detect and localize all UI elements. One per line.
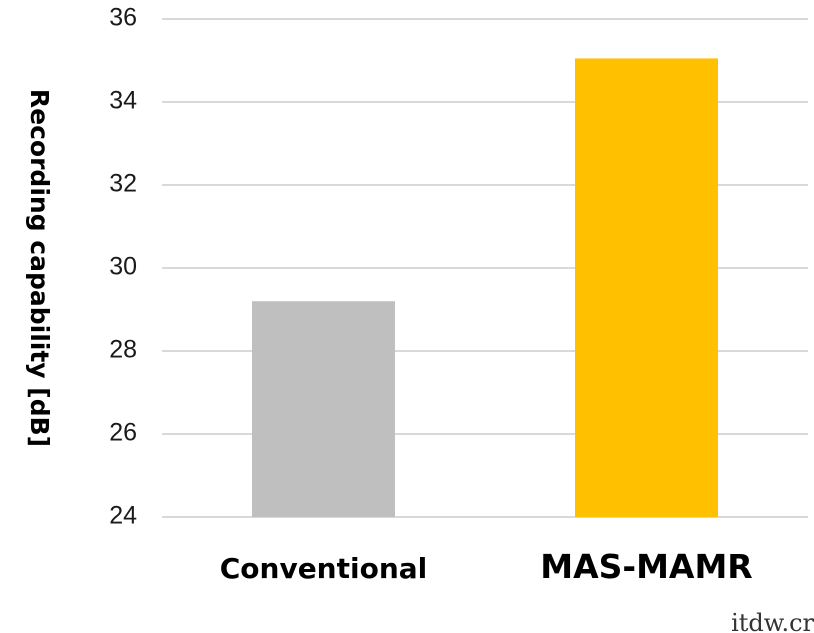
y-tick-label: 36	[109, 4, 137, 32]
x-category-label: Conventional	[220, 552, 428, 585]
y-tick-label: 32	[109, 170, 137, 198]
x-category-labels: Conventional MAS-MAMR	[220, 547, 753, 586]
y-tick-label: 26	[109, 419, 137, 447]
bar-mas-mamr	[575, 58, 718, 518]
bar-conventional	[252, 301, 395, 517]
y-tick-label: 28	[109, 336, 137, 364]
y-tick-labels: 24 26 28 30 32 34 36	[109, 4, 137, 530]
y-axis-title: Recording capability [dB]	[25, 89, 54, 447]
y-tick-label: 34	[109, 87, 137, 115]
y-tick-label: 30	[109, 253, 137, 281]
watermark-text: itdw.cr	[731, 609, 814, 633]
x-category-label: MAS-MAMR	[540, 547, 752, 586]
bars	[252, 58, 718, 518]
y-tick-label: 24	[109, 502, 137, 530]
